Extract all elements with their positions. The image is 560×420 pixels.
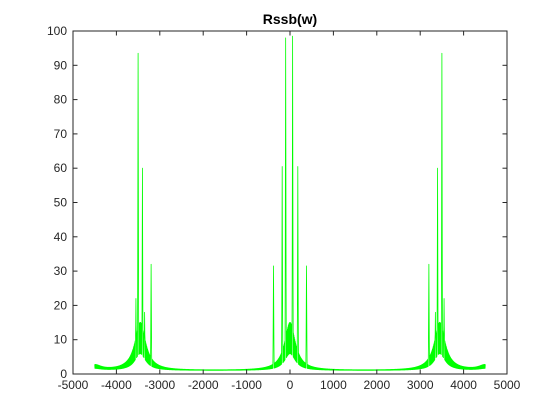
y-tick-label: 60	[54, 161, 68, 175]
x-tick-label: 1000	[320, 378, 347, 392]
series-layer	[94, 35, 486, 371]
x-tick-label: -3000	[144, 378, 175, 392]
x-tick-label: 0	[287, 378, 294, 392]
ticks-layer: -5000 -4000 -3000 -2000 -1000 0 1000 2000 3000 40…	[47, 24, 521, 392]
y-tick-label: 100	[47, 24, 67, 38]
x-tick-label: -2000	[188, 378, 219, 392]
y-tick-label: 90	[54, 58, 68, 72]
y-tick-label: 40	[54, 230, 68, 244]
y-tick-label: 70	[54, 127, 68, 141]
y-tick-label: 0	[60, 367, 67, 381]
x-tick-label: 2000	[363, 378, 390, 392]
x-tick-label: 5000	[494, 378, 521, 392]
x-tick-label: -1000	[231, 378, 262, 392]
y-tick-label: 30	[54, 264, 68, 278]
y-tick-label: 50	[54, 196, 68, 210]
x-tick-label: 3000	[407, 378, 434, 392]
series-line-0	[94, 35, 486, 371]
y-tick-label: 20	[54, 298, 68, 312]
plot-background	[73, 31, 507, 374]
x-tick-label: 4000	[450, 378, 477, 392]
x-tick-label: -4000	[101, 378, 132, 392]
y-tick-label: 10	[54, 333, 68, 347]
y-tick-label: 80	[54, 93, 68, 107]
x-tick-label: -5000	[58, 378, 89, 392]
chart-title: Rssb(w)	[263, 11, 317, 27]
